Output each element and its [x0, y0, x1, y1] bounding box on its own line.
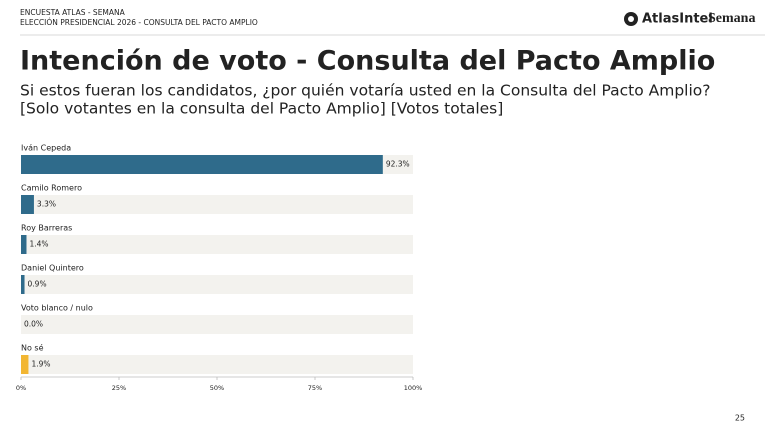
header-line: ENCUESTA ATLAS - SEMANA	[20, 8, 126, 17]
bar-track	[21, 355, 413, 374]
value-label: 0.0%	[24, 320, 43, 329]
bar	[21, 195, 34, 214]
category-label: Roy Barreras	[21, 224, 72, 233]
bar-track	[21, 195, 413, 214]
category-label: No sé	[21, 343, 44, 353]
value-label: 1.4%	[29, 240, 48, 249]
value-label: 92.3%	[386, 160, 410, 169]
x-tick-label: 100%	[404, 384, 423, 392]
value-label: 1.9%	[31, 360, 50, 369]
bar	[21, 355, 29, 374]
logo-icon	[628, 16, 634, 22]
chart-title: Intención de voto - Consulta del Pacto A…	[20, 46, 715, 77]
header-line: ELECCIÓN PRESIDENCIAL 2026 - CONSULTA DE…	[20, 18, 258, 27]
bar-track	[21, 235, 413, 254]
category-label: Camilo Romero	[21, 184, 82, 193]
category-label: Daniel Quintero	[21, 264, 84, 273]
logo-semana: Semana	[708, 11, 755, 26]
bar	[21, 155, 383, 174]
bar	[21, 235, 27, 254]
x-tick-label: 25%	[112, 384, 126, 392]
category-label: Iván Cepeda	[21, 144, 71, 153]
logo-atlas: AtlasIntel	[642, 12, 713, 27]
value-label: 0.9%	[28, 280, 47, 289]
category-label: Voto blanco / nulo	[21, 304, 93, 313]
x-tick-label: 50%	[210, 384, 224, 392]
bar-track	[21, 315, 413, 334]
x-tick-label: 75%	[308, 384, 322, 392]
bar	[21, 275, 25, 294]
page-number: 25	[735, 414, 745, 423]
subtitle: [Solo votantes en la consulta del Pacto …	[20, 100, 503, 118]
value-label: 3.3%	[37, 200, 56, 209]
x-tick-label: 0%	[16, 384, 26, 392]
bar-track	[21, 275, 413, 294]
subtitle: Si estos fueran los candidatos, ¿por qui…	[20, 82, 711, 100]
